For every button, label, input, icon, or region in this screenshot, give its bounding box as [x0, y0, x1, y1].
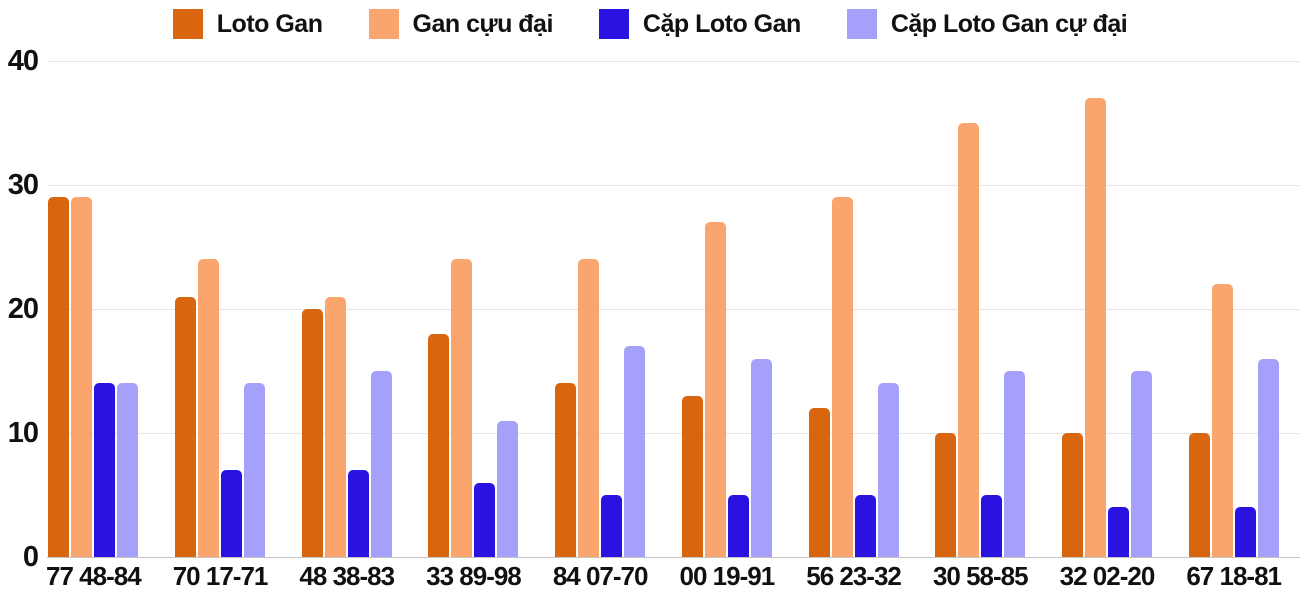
x-category-label: 77 48-84 — [46, 561, 142, 591]
bar-group-9 — [1170, 61, 1297, 557]
bar-gan-cựu-đại-9[interactable] — [1211, 284, 1233, 557]
bar-gan-cựu-đại-3[interactable] — [451, 259, 473, 557]
x-axis-baseline — [47, 557, 1300, 558]
bar-cặp-loto-gan-8[interactable] — [1107, 507, 1129, 557]
bar-loto-gan-2[interactable] — [301, 309, 323, 557]
bar-loto-gan-7[interactable] — [935, 433, 957, 557]
bar-cặp-loto-gan-cự-đại-6[interactable] — [877, 383, 899, 557]
bar-cặp-loto-gan-4[interactable] — [601, 495, 623, 557]
bar-gan-cựu-đại-1[interactable] — [198, 259, 220, 557]
x-category-label: 30 58-85 — [932, 561, 1029, 591]
bar-gan-cựu-đại-8[interactable] — [1084, 98, 1106, 557]
bar-gan-cựu-đại-7[interactable] — [958, 123, 980, 557]
bar-gan-cựu-đại-4[interactable] — [578, 259, 600, 557]
y-tick-label: 20 — [7, 293, 39, 325]
x-category-label: 33 89-98 — [426, 561, 522, 591]
y-tick-label: 30 — [7, 169, 39, 201]
gridline — [47, 185, 1300, 186]
bar-cặp-loto-gan-cự-đại-0[interactable] — [117, 383, 139, 557]
bar-cặp-loto-gan-cự-đại-5[interactable] — [750, 358, 772, 557]
legend: Loto Gan Gan cựu đại Cặp Loto Gan Cặp Loto … — [0, 6, 1300, 42]
legend-swatch-icon — [368, 9, 399, 39]
legend-label: Gan cựu đại — [412, 9, 554, 38]
legend-item-1[interactable]: Gan cựu đại — [368, 9, 554, 39]
legend-item-0[interactable]: Loto Gan — [172, 9, 323, 39]
bar-cặp-loto-gan-cự-đại-8[interactable] — [1130, 371, 1152, 557]
bar-loto-gan-5[interactable] — [681, 395, 703, 557]
bar-cặp-loto-gan-5[interactable] — [727, 495, 749, 557]
x-category-label: 56 23-32 — [806, 561, 902, 591]
x-category-label: 32 02-20 — [1059, 561, 1156, 591]
x-category-label: 48 38-83 — [299, 561, 395, 591]
bar-loto-gan-6[interactable] — [808, 408, 830, 557]
bar-cặp-loto-gan-cự-đại-7[interactable] — [1004, 371, 1026, 557]
gridline — [47, 61, 1300, 62]
gridline — [47, 309, 1300, 310]
bar-loto-gan-9[interactable] — [1188, 433, 1210, 557]
bar-group-4 — [537, 61, 664, 557]
bar-loto-gan-0[interactable] — [48, 197, 70, 557]
bar-gan-cựu-đại-0[interactable] — [71, 197, 93, 557]
legend-label: Cặp Loto Gan — [642, 9, 801, 38]
bar-cặp-loto-gan-cự-đại-4[interactable] — [624, 346, 646, 557]
bar-cặp-loto-gan-9[interactable] — [1234, 507, 1256, 557]
bar-loto-gan-1[interactable] — [175, 296, 197, 557]
bar-loto-gan-4[interactable] — [555, 383, 577, 557]
bar-group-6 — [790, 61, 917, 557]
plot-area — [30, 61, 1297, 557]
bar-group-1 — [157, 61, 284, 557]
bar-cặp-loto-gan-7[interactable] — [981, 495, 1003, 557]
bar-loto-gan-3[interactable] — [428, 333, 450, 557]
bar-gan-cựu-đại-5[interactable] — [704, 222, 726, 557]
x-category-label: 84 07-70 — [552, 561, 649, 591]
x-category-label: 70 17-71 — [172, 561, 269, 591]
legend-item-2[interactable]: Cặp Loto Gan — [598, 9, 801, 39]
legend-swatch-icon — [598, 9, 629, 39]
bar-gan-cựu-đại-2[interactable] — [324, 296, 346, 557]
bar-cặp-loto-gan-0[interactable] — [94, 383, 116, 557]
y-tick-label: 40 — [7, 45, 39, 77]
bar-cặp-loto-gan-cự-đại-1[interactable] — [244, 383, 266, 557]
bar-cặp-loto-gan-3[interactable] — [474, 482, 496, 557]
bar-group-8 — [1044, 61, 1171, 557]
x-category-label: 67 18-81 — [1186, 561, 1282, 591]
legend-label: Loto Gan — [216, 9, 323, 38]
bar-group-3 — [410, 61, 537, 557]
bar-group-0 — [30, 61, 157, 557]
bar-group-2 — [283, 61, 410, 557]
legend-label: Cặp Loto Gan cự đại — [890, 9, 1128, 38]
bar-group-5 — [664, 61, 791, 557]
y-tick-label: 10 — [7, 417, 39, 449]
bar-cặp-loto-gan-cự-đại-9[interactable] — [1257, 358, 1279, 557]
bar-loto-gan-8[interactable] — [1061, 433, 1083, 557]
bar-group-7 — [917, 61, 1044, 557]
bar-cặp-loto-gan-cự-đại-2[interactable] — [370, 371, 392, 557]
legend-item-3[interactable]: Cặp Loto Gan cự đại — [846, 9, 1128, 39]
bar-cặp-loto-gan-cự-đại-3[interactable] — [497, 420, 519, 557]
legend-swatch-icon — [172, 9, 203, 39]
x-axis: 77 48-84 70 17-71 48 38-83 33 89-98 84 07-70… — [30, 561, 1297, 592]
y-tick-label: 0 — [22, 541, 39, 573]
bar-gan-cựu-đại-6[interactable] — [831, 197, 853, 557]
bar-cặp-loto-gan-6[interactable] — [854, 495, 876, 557]
legend-swatch-icon — [846, 9, 877, 39]
x-category-label: 00 19-91 — [679, 561, 776, 591]
bar-cặp-loto-gan-1[interactable] — [221, 470, 243, 557]
gridline — [47, 433, 1300, 434]
bar-cặp-loto-gan-2[interactable] — [347, 470, 369, 557]
